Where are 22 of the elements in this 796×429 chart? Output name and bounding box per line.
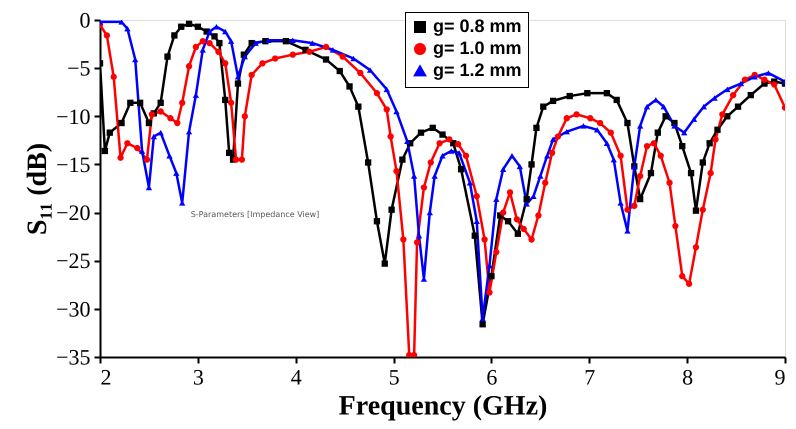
y-tick-label: 0 <box>80 8 90 32</box>
legend-label: g= 0.8 mm <box>433 16 522 36</box>
x-tick-label: 7 <box>584 364 596 390</box>
annotation: S-Parameters [Impedance View] <box>190 210 320 219</box>
y-axis-title: S₁₁ (dB) <box>22 142 54 236</box>
x-tick-label: 5 <box>388 364 400 390</box>
y-tick-label: −25 <box>56 248 90 274</box>
y-tick-label: −5 <box>67 56 90 81</box>
x-tick-label: 3 <box>192 364 204 390</box>
x-tick-label: 6 <box>486 364 498 390</box>
y-tick-label: −15 <box>56 152 90 177</box>
x-tick-label: 4 <box>290 364 302 390</box>
x-tick-label: 8 <box>682 364 694 390</box>
y-tick-label: −20 <box>56 200 90 226</box>
y-tick-label: −35 <box>56 344 90 370</box>
x-axis-title: Frequency (GHz) <box>338 390 548 422</box>
legend-label: g= 1.2 mm <box>433 60 522 80</box>
y-tick-label: −30 <box>56 296 90 322</box>
x-tick-label: 9 <box>774 364 786 390</box>
y-tick-label: −10 <box>56 104 90 129</box>
legend-label: g= 1.0 mm <box>433 38 522 58</box>
x-tick-label: 2 <box>100 364 112 390</box>
